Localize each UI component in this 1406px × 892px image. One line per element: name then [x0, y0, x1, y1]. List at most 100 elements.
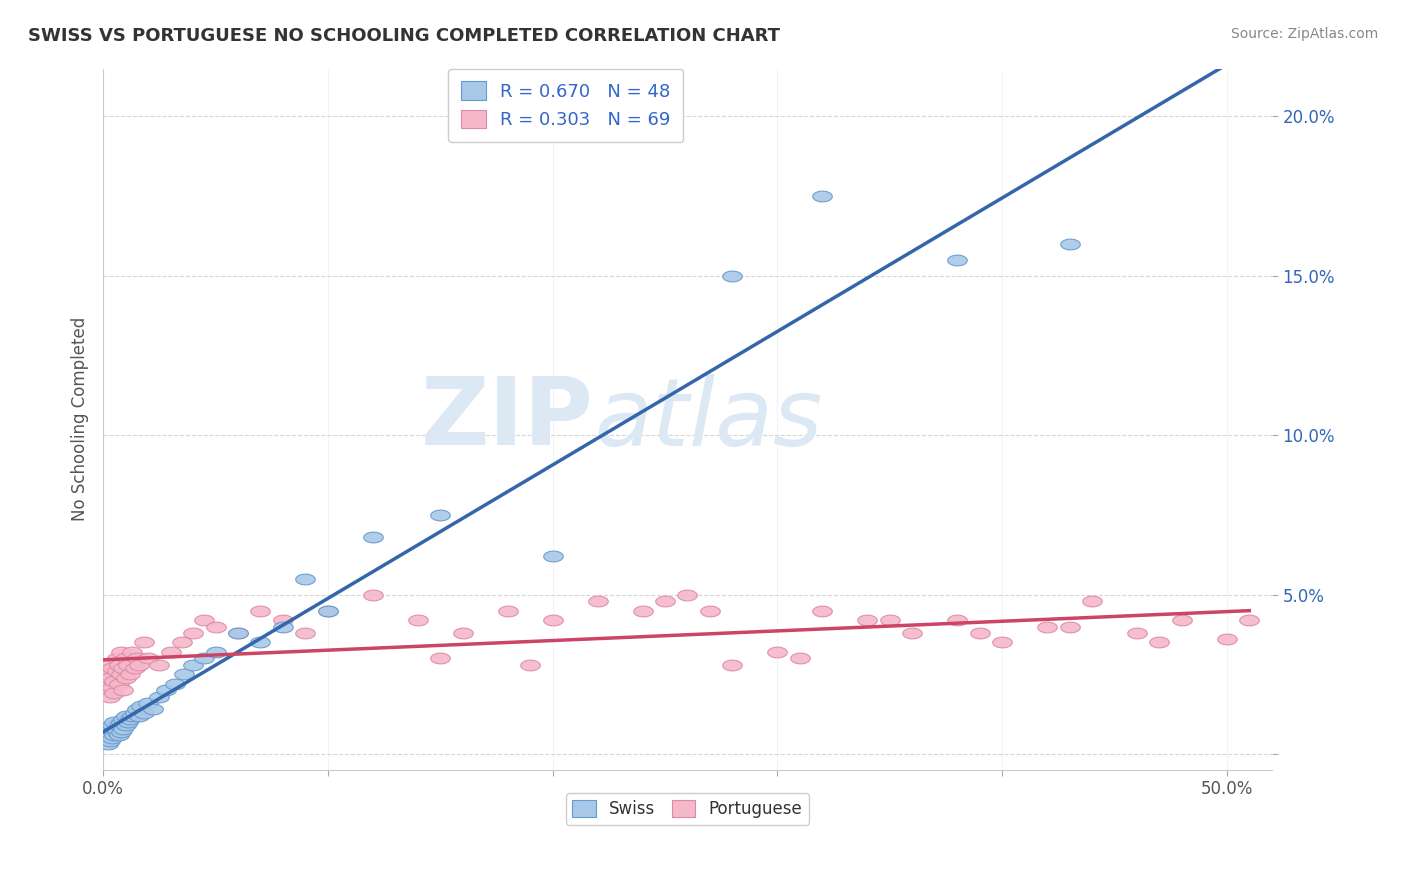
Point [173, 667, 195, 681]
Point [124, 706, 146, 720]
Point [294, 626, 316, 640]
Text: ZIP: ZIP [422, 373, 593, 466]
Point [101, 680, 124, 694]
Point [131, 699, 153, 714]
Point [105, 651, 128, 665]
Point [165, 677, 187, 691]
Point [121, 645, 143, 659]
Point [946, 252, 969, 267]
Point [1149, 635, 1171, 649]
Text: atlas: atlas [593, 374, 823, 465]
Point [766, 645, 789, 659]
Point [856, 613, 879, 627]
Point [429, 651, 451, 665]
Point [117, 715, 139, 730]
Point [108, 718, 131, 732]
Point [105, 724, 128, 739]
Point [132, 635, 155, 649]
Point [110, 715, 132, 730]
Point [496, 603, 519, 617]
Point [136, 651, 159, 665]
Point [110, 645, 132, 659]
Point [98, 734, 121, 748]
Point [721, 268, 744, 283]
Point [98, 671, 121, 685]
Point [1059, 236, 1081, 251]
Point [946, 613, 969, 627]
Point [159, 645, 181, 659]
Point [631, 603, 654, 617]
Point [112, 722, 135, 736]
Point [406, 613, 429, 627]
Point [98, 722, 121, 736]
Point [226, 626, 249, 640]
Point [316, 603, 339, 617]
Point [103, 715, 125, 730]
Point [204, 619, 226, 633]
Point [1171, 613, 1194, 627]
Point [142, 702, 165, 716]
Point [94, 657, 117, 672]
Point [699, 603, 721, 617]
Point [105, 722, 128, 736]
Point [120, 667, 142, 681]
Point [811, 603, 834, 617]
Point [121, 708, 143, 723]
Text: SWISS VS PORTUGUESE NO SCHOOLING COMPLETED CORRELATION CHART: SWISS VS PORTUGUESE NO SCHOOLING COMPLET… [28, 27, 780, 45]
Y-axis label: No Schooling Completed: No Schooling Completed [72, 318, 89, 522]
Point [789, 651, 811, 665]
Point [105, 664, 128, 678]
Point [125, 651, 148, 665]
Point [98, 690, 121, 704]
Point [654, 594, 676, 608]
Point [136, 696, 159, 710]
Point [991, 635, 1014, 649]
Text: Source: ZipAtlas.com: Source: ZipAtlas.com [1230, 27, 1378, 41]
Point [112, 661, 135, 675]
Point [541, 613, 564, 627]
Point [108, 728, 131, 742]
Point [1239, 613, 1261, 627]
Point [97, 724, 120, 739]
Point [120, 712, 142, 726]
Point [103, 673, 125, 688]
Point [181, 626, 204, 640]
Point [108, 677, 131, 691]
Point [170, 635, 193, 649]
Point [110, 724, 132, 739]
Point [361, 530, 384, 544]
Point [429, 508, 451, 522]
Point [108, 657, 131, 672]
Point [1036, 619, 1059, 633]
Point [181, 657, 204, 672]
Point [879, 613, 901, 627]
Point [226, 626, 249, 640]
Point [103, 686, 125, 700]
Point [97, 683, 120, 698]
Point [148, 690, 170, 704]
Point [316, 603, 339, 617]
Point [451, 626, 474, 640]
Point [676, 588, 699, 602]
Point [271, 619, 294, 633]
Point [155, 683, 177, 698]
Point [148, 657, 170, 672]
Point [132, 706, 155, 720]
Point [117, 657, 139, 672]
Point [114, 651, 136, 665]
Point [97, 667, 120, 681]
Point [124, 661, 146, 675]
Point [1216, 632, 1239, 647]
Point [110, 667, 132, 681]
Point [114, 708, 136, 723]
Point [193, 651, 215, 665]
Point [112, 712, 135, 726]
Point [94, 731, 117, 745]
Point [101, 661, 124, 675]
Point [204, 645, 226, 659]
Point [193, 613, 215, 627]
Legend: Swiss, Portuguese: Swiss, Portuguese [565, 793, 808, 825]
Point [128, 708, 150, 723]
Point [114, 671, 136, 685]
Point [94, 677, 117, 691]
